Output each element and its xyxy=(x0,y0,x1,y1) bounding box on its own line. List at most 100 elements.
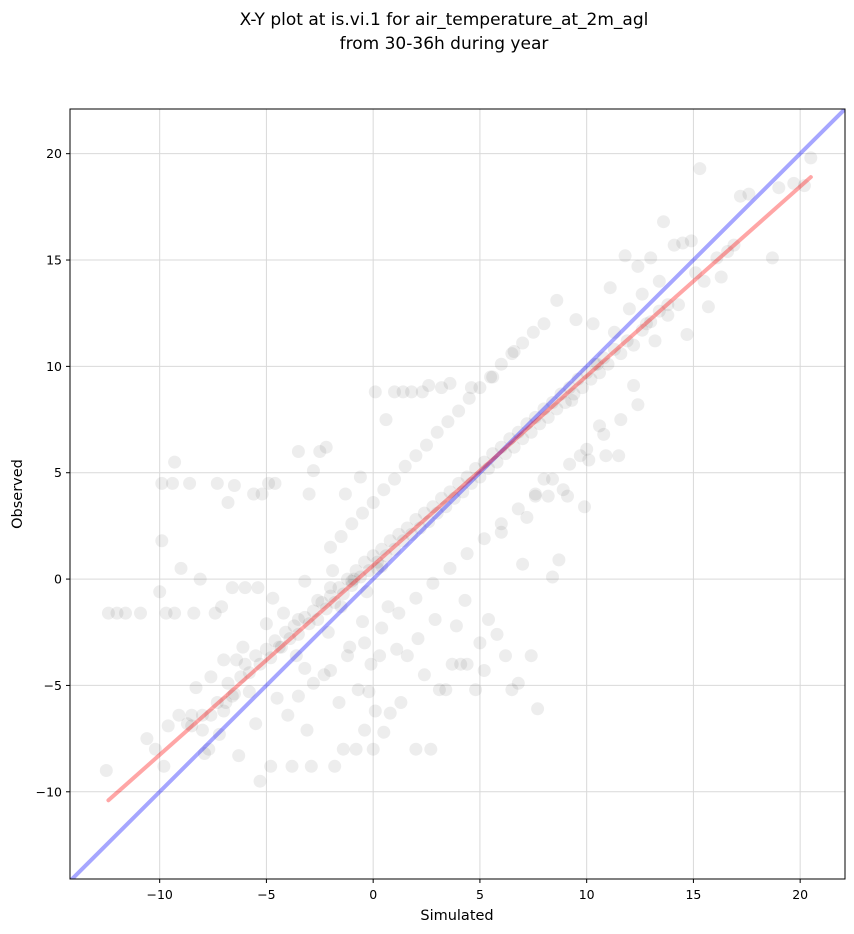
scatter-point xyxy=(680,328,694,341)
scatter-point xyxy=(449,619,463,633)
x-tick-label: 5 xyxy=(476,887,484,902)
scatter-point xyxy=(155,476,169,490)
scatter-point xyxy=(417,668,431,682)
scatter-point xyxy=(635,323,649,337)
scatter-point xyxy=(528,487,542,501)
scatter-point xyxy=(351,683,365,697)
scatter-point xyxy=(537,317,551,331)
scatter-point xyxy=(373,649,387,663)
scatter-point xyxy=(511,502,525,516)
plot-frame xyxy=(69,108,846,880)
scatter-point xyxy=(563,457,577,471)
scatter-point xyxy=(204,708,218,722)
scatter-point xyxy=(383,534,397,548)
scatter-point xyxy=(405,385,419,399)
scatter-point xyxy=(328,596,342,609)
scatter-point xyxy=(541,489,555,503)
scatter-point xyxy=(733,189,747,203)
scatter-point xyxy=(443,376,457,390)
x-tick-label: −10 xyxy=(146,887,172,902)
scatter-point xyxy=(477,664,491,677)
scatter-point xyxy=(473,381,487,395)
scatter-point xyxy=(336,742,350,756)
scatter-point xyxy=(262,476,276,490)
scatter-point xyxy=(195,708,209,722)
scatter-point xyxy=(652,274,666,288)
scatter-point xyxy=(185,708,199,722)
scatter-point xyxy=(358,555,372,569)
scatter-point xyxy=(370,555,384,569)
scatter-point xyxy=(607,342,621,356)
scatter-point xyxy=(204,670,218,684)
scatter-point xyxy=(693,162,707,176)
scatter-point xyxy=(208,606,222,620)
scatter-point xyxy=(236,640,250,654)
scatter-point xyxy=(454,657,468,671)
scatter-point xyxy=(396,534,410,548)
scatter-point xyxy=(319,602,333,616)
scatter-point xyxy=(469,462,483,475)
chart-title: X-Y plot at is.vi.1 for air_temperature_… xyxy=(240,10,649,30)
scatter-point xyxy=(134,606,147,620)
scatter-point xyxy=(195,723,209,737)
x-tick-label: 0 xyxy=(369,887,377,902)
scatter-point xyxy=(253,774,267,788)
scatter-point xyxy=(234,670,248,684)
scatter-point xyxy=(482,462,495,475)
scatter-point xyxy=(99,764,113,777)
scatter-point xyxy=(494,440,508,454)
scatter-point xyxy=(409,513,423,526)
scatter-point xyxy=(689,266,703,280)
scatter-point xyxy=(345,517,359,531)
scatter-point xyxy=(676,236,690,250)
scatter-point xyxy=(311,613,325,626)
scatter-point xyxy=(684,234,698,248)
scatter-point xyxy=(563,381,577,395)
scatter-point xyxy=(332,581,346,595)
scatter-point xyxy=(588,357,602,371)
x-tick-label: 20 xyxy=(792,887,808,902)
x-axis-label: Simulated xyxy=(420,908,493,924)
scatter-point xyxy=(193,572,207,586)
scatter-point xyxy=(486,447,500,461)
scatter-point xyxy=(503,432,517,446)
scatter-point xyxy=(253,657,267,671)
scatter-point xyxy=(388,542,401,556)
scatter-point xyxy=(345,579,359,592)
scatter-point xyxy=(159,606,173,620)
scatter-point xyxy=(189,681,203,695)
scatter-point xyxy=(394,696,408,709)
scatter-point xyxy=(417,506,431,520)
scatter-point xyxy=(584,372,598,386)
scatter-point xyxy=(155,534,169,548)
scatter-point xyxy=(332,696,346,709)
scatter-point xyxy=(582,453,596,467)
scatter-point xyxy=(575,381,589,395)
scatter-point xyxy=(251,581,265,595)
scatter-point xyxy=(486,370,500,384)
scatter-point xyxy=(319,440,333,454)
scatter-point xyxy=(652,304,666,318)
scatter-point xyxy=(516,336,530,350)
reference-lines xyxy=(70,109,845,879)
scatter-point xyxy=(526,325,540,339)
scatter-point xyxy=(298,661,312,675)
scatter-point xyxy=(447,491,461,505)
scatter-point xyxy=(607,325,621,339)
scatter-point xyxy=(168,455,182,469)
scatter-point xyxy=(398,459,412,473)
scatter-point xyxy=(400,521,414,535)
scatter-point xyxy=(349,742,363,756)
scatter-point xyxy=(343,640,357,654)
scatter-point xyxy=(494,357,508,371)
scatter-point xyxy=(462,391,476,405)
scatter-point xyxy=(657,215,670,229)
scatter-point xyxy=(304,759,318,773)
scatter-point xyxy=(477,455,491,469)
scatter-point xyxy=(277,606,290,620)
scatter-point xyxy=(166,476,179,490)
scatter-point xyxy=(291,613,305,626)
scatter-point xyxy=(366,742,380,756)
x-axis-ticks: −10 −5 0 5 10 15 20 xyxy=(146,879,808,902)
scatter-point xyxy=(368,704,382,718)
